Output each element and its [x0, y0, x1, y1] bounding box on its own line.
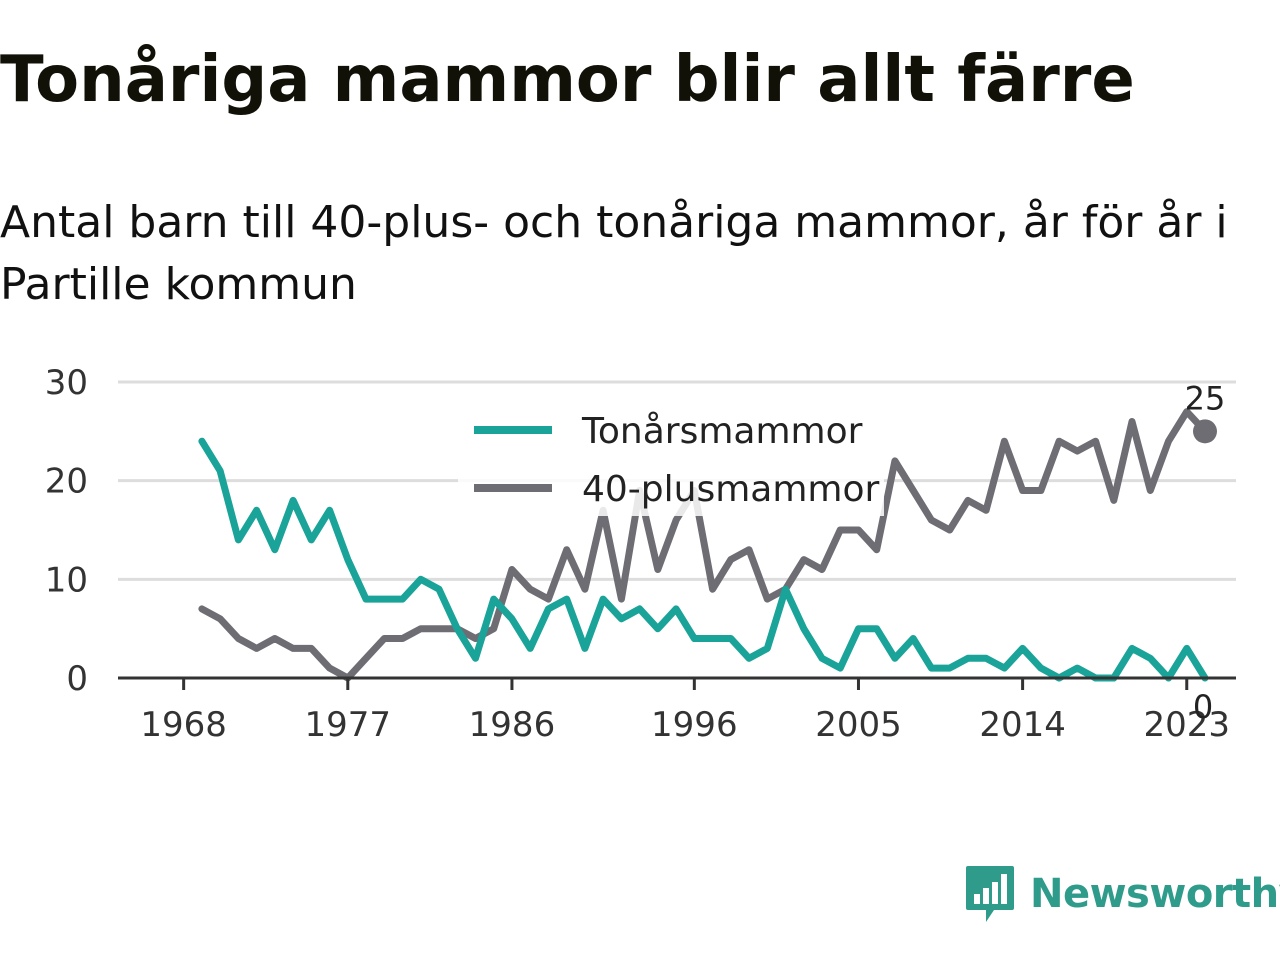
x-tick-label: 2014: [979, 705, 1066, 745]
x-tick-label: 2005: [815, 705, 902, 745]
legend: Tonårsmammor 40-plusmammor: [458, 398, 884, 516]
series-line-40-plusmammor: [198, 408, 1209, 682]
y-tick-label: 30: [45, 363, 88, 403]
end-labels: 25 0: [1185, 379, 1226, 726]
newsworthy-logo: Newsworthy: [964, 864, 1280, 924]
x-tick-label: 1996: [651, 705, 738, 745]
x-tick-label: 1986: [469, 705, 556, 745]
bar-chart-speech-bubble-icon: [966, 866, 1014, 922]
series-layer: [198, 408, 1209, 682]
end-value-label: 0: [1193, 688, 1213, 726]
legend-label: Tonårsmammor: [581, 411, 863, 452]
x-tick-label: 2023: [1143, 705, 1230, 745]
series-line-tonarsmammor: [198, 437, 1209, 682]
axis-layer: 0 10 20 30 1968 1977 1986 1996 2005 2014 2023: [45, 363, 1236, 745]
chart-subtitle: Antal barn till 40-plus- och tonåriga ma…: [0, 197, 1228, 310]
y-tick-label: 0: [66, 659, 88, 699]
end-value-label: 25: [1185, 379, 1226, 417]
y-tick-label: 20: [45, 462, 88, 502]
legend-background: [458, 398, 884, 516]
brand-name: Newsworthy: [1030, 871, 1280, 917]
y-tick-label: 10: [45, 560, 88, 600]
end-point-marker: [1192, 419, 1217, 444]
legend-label: 40-plusmammor: [582, 469, 880, 510]
x-tick-label: 1968: [140, 705, 227, 745]
chart-title: Tonåriga mammor blir allt färre: [0, 43, 1135, 117]
x-tick-label: 1977: [305, 705, 392, 745]
